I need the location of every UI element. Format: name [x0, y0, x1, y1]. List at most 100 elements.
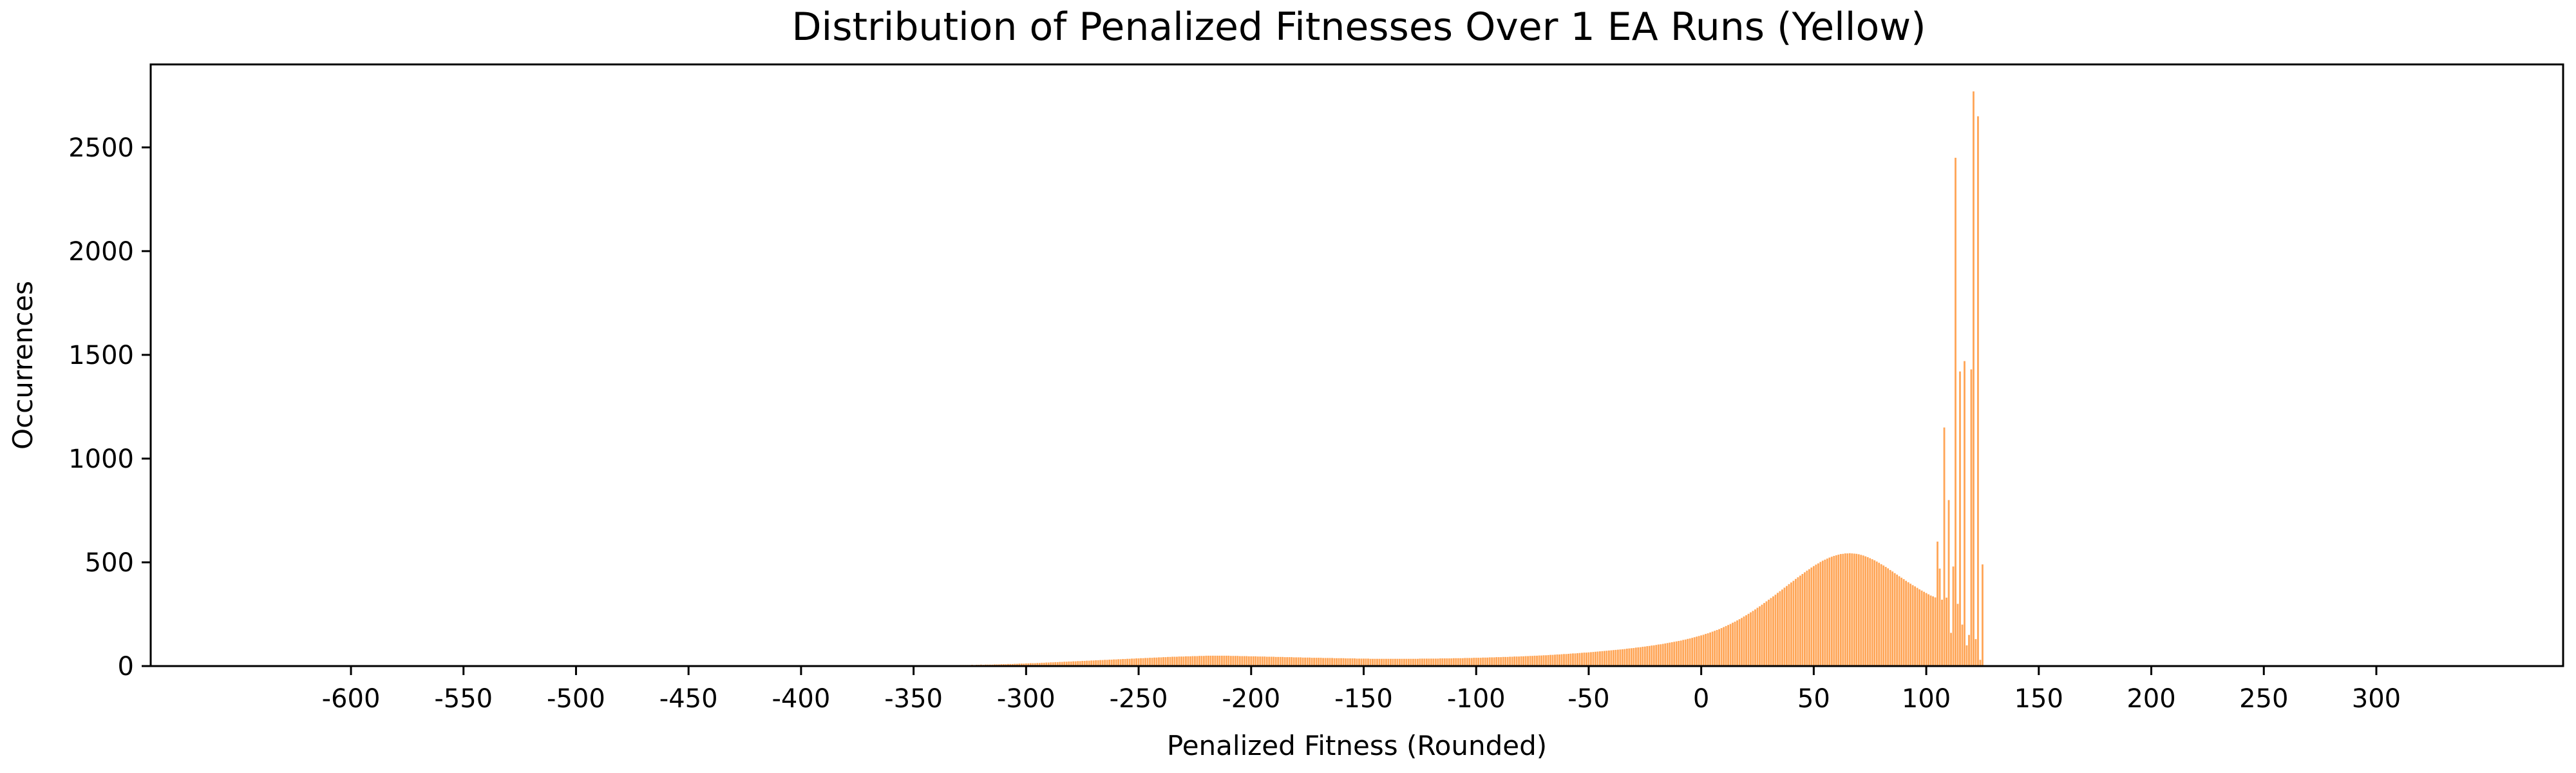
histogram-bar: [1282, 656, 1284, 666]
histogram-bar: [1529, 656, 1531, 666]
histogram-bar: [1297, 657, 1300, 666]
histogram-bar: [1153, 657, 1155, 666]
histogram-bar: [1441, 658, 1444, 666]
histogram-bar: [1515, 656, 1518, 666]
histogram-bar: [1779, 591, 1781, 666]
histogram-bar: [1464, 658, 1466, 666]
histogram-bar: [1117, 659, 1119, 666]
histogram-bar: [1572, 653, 1574, 666]
x-tick-label: -300: [997, 684, 1056, 714]
x-tick-label: 250: [2239, 684, 2288, 714]
histogram-bar: [1592, 652, 1595, 666]
y-tick-label: 1500: [68, 341, 134, 370]
histogram-bar: [1862, 555, 1864, 666]
histogram-bar: [1137, 658, 1140, 666]
histogram-bar: [1126, 658, 1128, 666]
x-tick-label: -600: [322, 684, 381, 714]
histogram-bar: [1070, 661, 1072, 666]
histogram-bar: [1131, 658, 1133, 666]
histogram-bar: [1247, 656, 1250, 666]
histogram-bar: [1115, 659, 1117, 666]
histogram-bar: [1369, 658, 1372, 666]
histogram-bar: [1968, 635, 1970, 666]
histogram-bar: [1607, 650, 1610, 666]
histogram-bar: [1628, 648, 1631, 666]
histogram-bar: [1612, 650, 1615, 666]
histogram-bar: [1345, 658, 1347, 666]
histogram-bar: [1387, 658, 1390, 666]
y-tick-label: 2000: [68, 237, 134, 267]
histogram-bar: [1716, 629, 1718, 666]
histogram-bar: [1684, 639, 1687, 666]
histogram-bar: [1399, 658, 1401, 666]
histogram-bar: [1664, 643, 1667, 666]
histogram-bar: [1443, 658, 1446, 666]
histogram-bar: [1761, 604, 1763, 666]
histogram-bar: [1946, 597, 1947, 666]
histogram-bar: [1554, 654, 1556, 666]
x-tick-label: -550: [434, 684, 493, 714]
histogram-bar: [1288, 657, 1291, 666]
histogram-bar: [1880, 564, 1882, 666]
histogram-bar: [1821, 560, 1824, 666]
histogram-bar: [1817, 563, 1819, 666]
histogram-bar: [1765, 601, 1768, 666]
histogram-bar: [1452, 658, 1455, 666]
histogram-bar: [1390, 658, 1392, 666]
histogram-bar: [1923, 591, 1925, 666]
histogram-bar: [1943, 427, 1946, 666]
histogram-bar: [1392, 658, 1394, 666]
histogram-bar: [1756, 607, 1759, 666]
histogram-bar: [1763, 603, 1765, 666]
histogram-bar: [1973, 91, 1975, 666]
x-tick-label: -500: [547, 684, 605, 714]
histogram-bar: [1513, 656, 1516, 666]
x-tick-label: -250: [1110, 684, 1168, 714]
histogram-bar: [1407, 658, 1410, 666]
histogram-bar: [1741, 618, 1743, 666]
histogram-bar: [1423, 658, 1426, 666]
histogram-bar: [1511, 656, 1513, 666]
histogram-bar: [1189, 656, 1191, 666]
x-axis-label: Penalized Fitness (Rounded): [1167, 730, 1547, 761]
histogram-bar: [1833, 555, 1835, 666]
histogram-bar: [1351, 658, 1354, 666]
histogram-bar: [1810, 568, 1813, 666]
histogram-bar: [1799, 575, 1801, 666]
histogram-bar: [1846, 553, 1849, 666]
histogram-bar: [1097, 660, 1099, 666]
histogram-bar: [1797, 577, 1799, 666]
histogram-bar: [1347, 658, 1349, 666]
histogram-bar: [1430, 658, 1432, 666]
histogram-bar: [1149, 658, 1151, 666]
histogram-bar: [1547, 654, 1549, 666]
histogram-bar: [1162, 657, 1164, 666]
histogram-bar: [1675, 641, 1678, 666]
histogram-bar: [1759, 606, 1761, 666]
histogram-bar: [1824, 559, 1826, 666]
histogram-bar: [1318, 658, 1320, 666]
y-axis: 0 500 1000 1500 2000 2500: [68, 133, 151, 682]
histogram-bar: [1202, 656, 1205, 666]
histogram-bar: [1016, 663, 1018, 666]
histogram-bar: [1227, 655, 1230, 666]
histogram-bar: [1182, 656, 1185, 666]
histogram-bar: [1887, 568, 1889, 666]
histogram-bar: [1678, 641, 1680, 666]
histogram-bar: [1461, 658, 1464, 666]
histogram-bar: [1313, 658, 1316, 666]
histogram-bar: [1520, 656, 1522, 666]
histogram-bar: [1419, 658, 1421, 666]
histogram-bar: [1970, 369, 1973, 666]
histogram-bar: [1367, 658, 1369, 666]
histogram-bar: [1309, 657, 1311, 666]
histogram-bar: [1252, 656, 1255, 666]
histogram-bar: [1542, 655, 1545, 666]
histogram-bar: [1034, 663, 1036, 666]
histogram-bar: [1291, 657, 1293, 666]
histogram-bar: [1605, 651, 1608, 666]
histogram-bar: [1975, 639, 1977, 666]
histogram-bar: [1860, 555, 1862, 666]
histogram-bar: [1311, 658, 1313, 666]
